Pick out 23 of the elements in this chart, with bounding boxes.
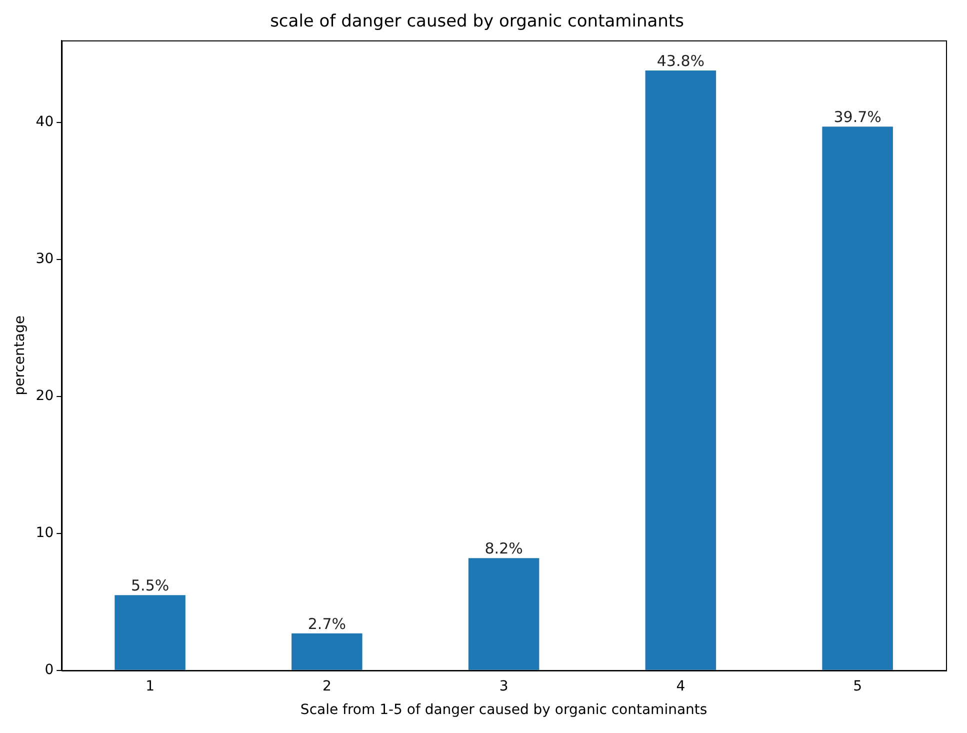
data-label: 5.5% <box>131 576 170 594</box>
data-label: 43.8% <box>656 52 705 70</box>
y-tick-label: 0 <box>44 662 54 678</box>
bar <box>645 70 716 670</box>
y-tick-label: 30 <box>36 251 54 268</box>
data-label: 2.7% <box>308 614 346 633</box>
x-tick-label: 2 <box>322 678 332 694</box>
y-tick-label: 10 <box>36 525 54 542</box>
y-tick-label: 40 <box>36 114 54 130</box>
bar <box>292 633 362 670</box>
bar <box>468 558 540 670</box>
y-tick-label: 20 <box>36 388 54 404</box>
y-axis-title: percentage <box>12 316 28 396</box>
data-label: 8.2% <box>484 539 523 558</box>
x-axis-title: Scale from 1-5 of danger caused by organic contaminants <box>300 702 708 718</box>
x-tick-label: 5 <box>853 678 862 694</box>
bar <box>114 595 186 670</box>
bar <box>822 126 893 670</box>
x-tick-label: 4 <box>676 678 686 694</box>
chart-title: scale of danger caused by organic contaminants <box>270 12 684 32</box>
x-tick-label: 3 <box>499 678 508 694</box>
x-tick-label: 1 <box>146 678 155 694</box>
data-label: 39.7% <box>834 108 882 126</box>
